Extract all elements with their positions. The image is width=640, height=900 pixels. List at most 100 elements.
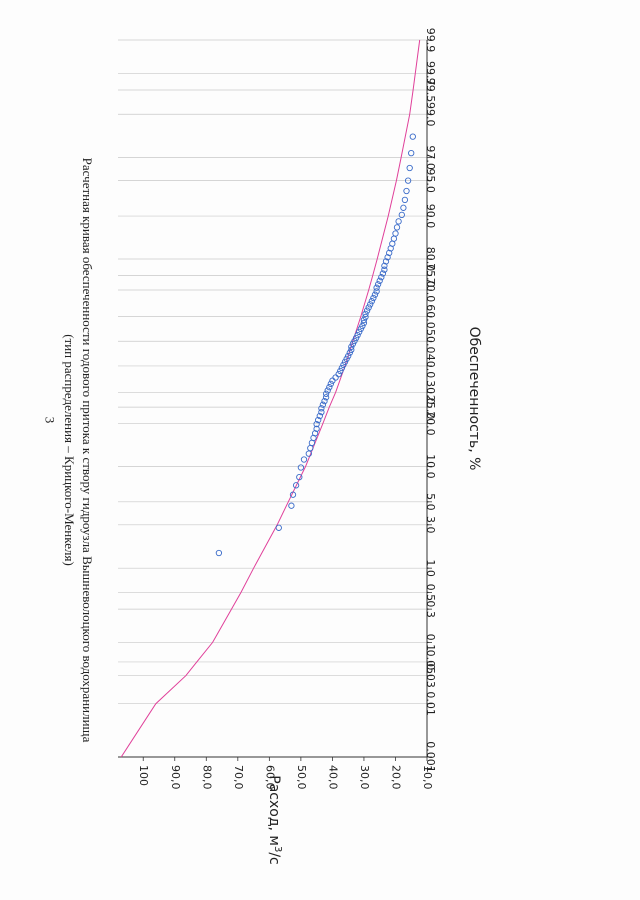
x-tick-label-17: 70.0	[424, 278, 437, 303]
observed-point-59	[378, 274, 385, 281]
x-tick-label-21: 95.0	[424, 168, 437, 193]
observed-point-63	[382, 258, 390, 265]
observed-point-60	[379, 270, 387, 277]
y-tick-label-4: 50,0	[295, 765, 308, 790]
observed-point-1	[275, 524, 282, 531]
observed-point-28	[335, 370, 342, 378]
observed-point-48	[362, 310, 369, 318]
observed-point-45	[360, 319, 368, 327]
observed-point-74	[401, 196, 409, 204]
observed-point-61	[381, 266, 388, 273]
observed-point-69	[392, 230, 399, 237]
x-tick-label-12: 25.0	[424, 395, 437, 420]
x-tick-label-1: 0.01	[424, 691, 437, 716]
x-tick-label-3: 0.05	[424, 650, 437, 675]
x-tick-label-2: 0.03	[424, 663, 437, 688]
y-tick-label-2: 30,0	[358, 765, 371, 790]
observed-point-17	[318, 408, 325, 416]
observed-point-54	[371, 291, 379, 298]
observed-point-7	[300, 456, 308, 463]
observed-point-53	[370, 294, 377, 302]
observed-point-0	[215, 549, 223, 557]
observed-point-76	[404, 177, 412, 184]
observed-point-12	[311, 430, 319, 437]
observed-point-64	[384, 254, 391, 261]
observed-point-19	[319, 401, 327, 408]
observed-point-68	[390, 235, 398, 242]
observed-point-31	[340, 361, 347, 369]
y-tick-label-0: 10,0	[421, 765, 434, 790]
x-tick-label-19: 80.0	[424, 247, 437, 272]
x-tick-label-0: 0.001	[424, 741, 437, 773]
y-axis-label-base: Расход, м	[266, 775, 282, 846]
observed-point-14	[313, 420, 320, 428]
y-axis-label-exp: 3	[273, 846, 284, 852]
observed-point-15	[315, 416, 322, 424]
x-tick-label-11: 20.0	[424, 411, 437, 436]
observed-point-3	[289, 491, 297, 498]
x-tick-label-14: 40.0	[424, 354, 437, 379]
x-tick-label-6: 0.5	[424, 584, 437, 602]
observed-point-50	[365, 304, 372, 311]
observed-point-29	[337, 367, 344, 375]
observed-point-49	[363, 307, 371, 314]
x-tick-label-10: 10.0	[424, 454, 437, 479]
observed-point-6	[297, 464, 305, 471]
observed-point-71	[395, 218, 402, 225]
x-tick-label-8: 3.0	[424, 516, 437, 534]
observed-point-18	[318, 405, 325, 412]
observed-point-25	[327, 380, 334, 388]
observed-point-24	[326, 384, 333, 391]
x-tick-label-23: 99.0	[424, 102, 437, 127]
observed-point-58	[376, 277, 383, 284]
grid-layer	[118, 39, 427, 758]
y-tick-label-8: 90,0	[169, 765, 182, 790]
observed-point-13	[313, 425, 320, 432]
observed-point-9	[307, 444, 314, 452]
observed-point-39	[351, 337, 358, 345]
observed-point-41	[354, 331, 361, 339]
observed-point-5	[296, 473, 303, 481]
observed-point-20	[321, 397, 328, 405]
observed-point-22	[322, 390, 330, 397]
y-tick-label-6: 70,0	[232, 765, 245, 790]
observed-point-75	[403, 187, 410, 195]
observed-point-21	[322, 394, 330, 401]
x-tick-label-4: 0.1	[424, 634, 437, 652]
x-axis-label: Обеспеченность, %	[466, 327, 482, 471]
observed-point-56	[373, 284, 380, 291]
observed-point-27	[332, 374, 339, 381]
observed-points	[215, 133, 416, 557]
observed-point-30	[338, 364, 346, 372]
x-tick-label-20: 90.0	[424, 204, 437, 229]
x-tick-label-26: 99.9	[424, 28, 437, 53]
x-tick-label-15: 50.0	[424, 329, 437, 354]
observed-point-34	[345, 352, 352, 360]
observed-point-47	[362, 313, 369, 321]
observed-point-78	[408, 149, 415, 157]
observed-point-79	[409, 133, 416, 140]
y-axis-label-tail: /с	[266, 852, 282, 864]
x-tick-label-9: 5.0	[424, 493, 437, 511]
y-tick-label-5: 60,0	[263, 765, 276, 790]
observed-point-8	[305, 450, 312, 457]
x-tick-label-13: 30.0	[424, 380, 437, 405]
x-tick-label-25: 99.7	[424, 61, 437, 86]
observed-point-26	[329, 377, 336, 384]
theoretical-curve	[120, 39, 421, 758]
observed-point-46	[360, 316, 368, 324]
y-ticks: 10,0 20,0 30,0 40,0 50,0 60,0 70,0 80,0 90,0 100	[137, 757, 434, 790]
observed-point-73	[400, 204, 407, 211]
observed-point-2	[288, 502, 295, 509]
observed-point-42	[356, 328, 363, 336]
observed-point-51	[367, 301, 374, 308]
x-ticks: 0.001 0.01 0.030.050.1 0.30.5 1.0 3.0 5.0 10.0 2…	[424, 28, 437, 773]
observed-point-70	[393, 224, 401, 231]
observed-point-32	[341, 358, 349, 366]
x-tick-label-22: 97.0	[424, 145, 437, 170]
x-tick-label-16: 60.0	[424, 304, 437, 329]
observed-point-57	[374, 281, 382, 288]
observed-point-36	[348, 346, 355, 353]
